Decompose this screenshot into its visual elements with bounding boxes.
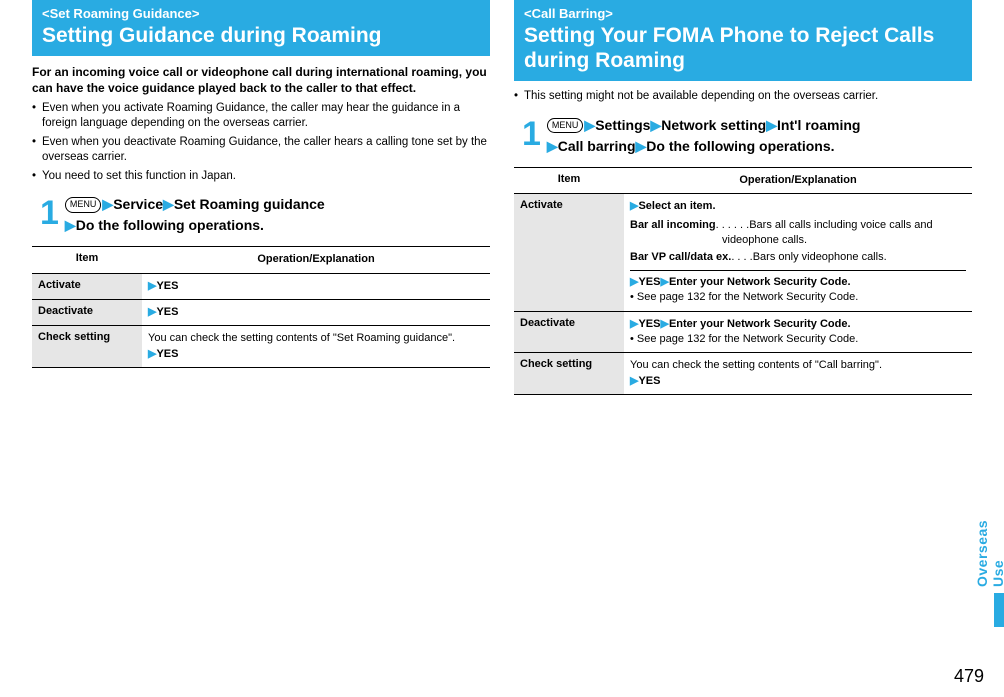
th-item: Item (32, 247, 142, 272)
th-operation: Operation/Explanation (624, 168, 972, 193)
side-tab: Overseas Use (990, 497, 1004, 627)
triangle-icon: ▶ (660, 318, 668, 330)
step-barring: Call barring (558, 138, 636, 154)
yes-text: YES (156, 348, 178, 360)
td-text: You can check the setting contents of "S… (148, 332, 455, 344)
td-item: Check setting (514, 353, 624, 394)
table-row: Deactivate ▶YES (32, 300, 490, 326)
bullet-dot: • (32, 169, 42, 185)
enter-code: Enter your Network Security Code. (669, 276, 851, 288)
yes-text: YES (638, 276, 660, 288)
bar-vp-desc: Bars only videophone calls. (753, 251, 887, 263)
select-item: Select an item. (638, 200, 715, 212)
bullet-dot: • (630, 291, 634, 303)
td-operation: You can check the setting contents of "S… (142, 326, 490, 367)
step-network: Network setting (661, 117, 766, 133)
td-operation: You can check the setting contents of "C… (624, 353, 972, 394)
table-roaming-guidance: Item Operation/Explanation Activate ▶YES… (32, 246, 490, 368)
bullet-dot: • (32, 101, 42, 132)
td-operation: ▶YES (142, 300, 490, 325)
menu-icon: MENU (65, 197, 102, 213)
bar-all-desc2: videophone calls. (630, 233, 966, 248)
td-operation: ▶YES▶Enter your Network Security Code. •… (624, 312, 972, 353)
section-header-call-barring: <Call Barring> Setting Your FOMA Phone t… (514, 0, 972, 81)
bullet-dot: • (514, 89, 524, 105)
table-head: Item Operation/Explanation (32, 246, 490, 273)
table-row: Check setting You can check the setting … (32, 326, 490, 368)
section-title: Setting Your FOMA Phone to Reject Calls … (524, 23, 962, 73)
td-item: Check setting (32, 326, 142, 367)
step-do: Do the following operations. (76, 217, 264, 233)
step-intl: Int'l roaming (777, 117, 860, 133)
step-service: Service (113, 196, 163, 212)
triangle-icon: ▶ (102, 196, 113, 212)
yes-text: YES (638, 375, 660, 387)
step-1: 1 MENU▶Settings▶Network setting▶Int'l ro… (514, 115, 972, 157)
td-operation: ▶YES (142, 274, 490, 299)
yes-text: YES (156, 280, 178, 292)
step-settings: Settings (595, 117, 650, 133)
step-body: MENU▶Service▶Set Roaming guidance ▶Do th… (65, 194, 325, 236)
td-item: Deactivate (32, 300, 142, 325)
bar-vp-label: Bar VP call/data ex. (630, 251, 731, 263)
dots: . . . . . . (716, 219, 750, 231)
bar-all-desc1: Bars all calls including voice calls and (749, 219, 932, 231)
triangle-icon: ▶ (636, 138, 647, 154)
table-row: Check setting You can check the setting … (514, 353, 972, 395)
bullet-text: This setting might not be available depe… (524, 89, 878, 105)
step-do: Do the following operations. (646, 138, 834, 154)
td-operation: ▶Select an item. Bar all incoming. . . .… (624, 194, 972, 310)
step-number: 1 (522, 117, 541, 151)
see-page: See page 132 for the Network Security Co… (637, 333, 858, 345)
td-item: Deactivate (514, 312, 624, 353)
table-call-barring: Item Operation/Explanation Activate ▶ Sel… (514, 167, 972, 395)
td-text: You can check the setting contents of "C… (630, 359, 882, 371)
yes-text: YES (156, 306, 178, 318)
bullet-text: You need to set this function in Japan. (42, 169, 236, 185)
table-row: Activate ▶YES (32, 274, 490, 300)
triangle-icon: ▶ (584, 117, 595, 133)
triangle-icon: ▶ (163, 196, 174, 212)
triangle-icon: ▶ (650, 117, 661, 133)
side-tab-strip (994, 593, 1004, 627)
step-number: 1 (40, 196, 59, 230)
bar-all-label: Bar all incoming (630, 219, 716, 231)
menu-icon: MENU (547, 118, 584, 134)
right-column: <Call Barring> Setting Your FOMA Phone t… (514, 0, 972, 395)
step-set: Set Roaming guidance (174, 196, 325, 212)
bullet-list: •Even when you activate Roaming Guidance… (32, 101, 490, 185)
table-head: Item Operation/Explanation (514, 167, 972, 194)
bullet-text: Even when you activate Roaming Guidance,… (42, 101, 490, 132)
yes-text: YES (638, 318, 660, 330)
table-row: Activate ▶ Select an item. Bar all incomi… (514, 194, 972, 311)
enter-code: Enter your Network Security Code. (669, 318, 851, 330)
section-tag: <Set Roaming Guidance> (42, 6, 480, 21)
dots: . . . . (731, 251, 752, 263)
th-item: Item (514, 168, 624, 193)
bullet-dot: • (32, 135, 42, 166)
section-title: Setting Guidance during Roaming (42, 23, 480, 48)
bullet-text: Even when you deactivate Roaming Guidanc… (42, 135, 490, 166)
bullet-dot: • (630, 333, 634, 345)
triangle-icon: ▶ (547, 138, 558, 154)
td-item: Activate (32, 274, 142, 299)
page-number: 479 (954, 666, 984, 687)
intro-text: For an incoming voice call or videophone… (32, 64, 490, 96)
side-tab-label: Overseas Use (974, 497, 1004, 587)
bullet-list: •This setting might not be available dep… (514, 89, 972, 105)
table-row: Deactivate ▶YES▶Enter your Network Secur… (514, 312, 972, 354)
triangle-icon: ▶ (766, 117, 777, 133)
th-operation: Operation/Explanation (142, 247, 490, 272)
triangle-icon: ▶ (660, 276, 668, 288)
section-tag: <Call Barring> (524, 6, 962, 21)
see-page: See page 132 for the Network Security Co… (637, 291, 858, 303)
left-column: <Set Roaming Guidance> Setting Guidance … (32, 0, 490, 395)
step-1: 1 MENU▶Service▶Set Roaming guidance ▶Do … (32, 194, 490, 236)
td-item: Activate (514, 194, 624, 310)
section-header-roaming-guidance: <Set Roaming Guidance> Setting Guidance … (32, 0, 490, 56)
step-body: MENU▶Settings▶Network setting▶Int'l roam… (547, 115, 861, 157)
triangle-icon: ▶ (65, 217, 76, 233)
